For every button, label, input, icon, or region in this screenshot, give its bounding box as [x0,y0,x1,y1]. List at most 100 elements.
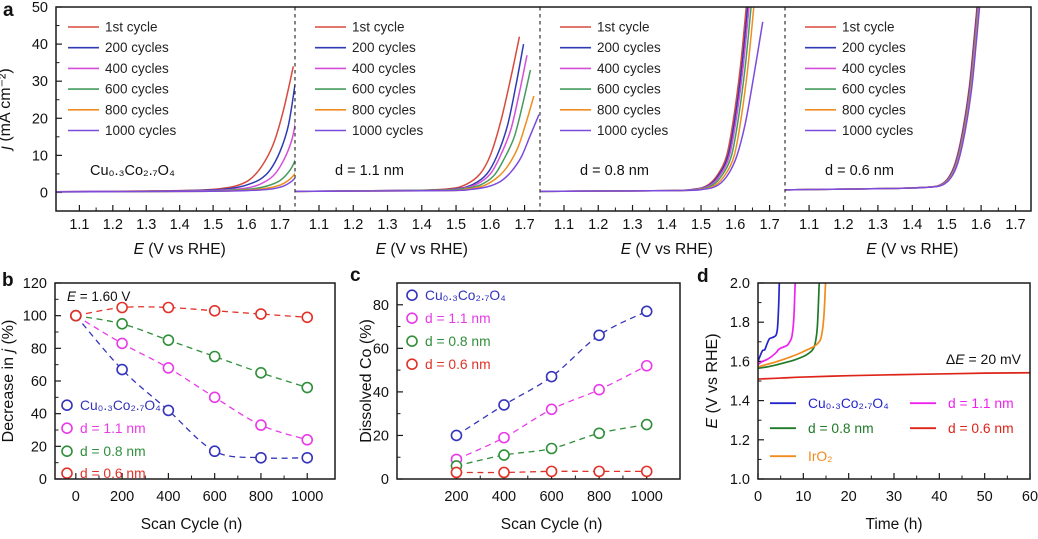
y-tick-label: 1.2 [730,433,750,449]
panel-d-y-axis: 1.0 1.2 1.4 1.6 1.8 2.0 [730,276,764,488]
legend-swatch [61,399,73,412]
panel-d-label: d [697,266,709,287]
panel-a-subplot-1: 1.1 1.2 1.3 1.4 1.5 1.6 1.7 E (V vs RHE) 1st cyc… [56,20,295,258]
marker-d-1-1-nm [208,391,221,404]
x-tick-label: 800 [249,489,273,505]
x-tick-label: 1.7 [1005,217,1025,233]
marker-cu-co-o [301,451,314,464]
panel-c-label: c [350,265,361,286]
x-tick-label: 60 [1022,489,1038,505]
y-tick-label: 20 [373,428,389,444]
series-group [56,66,295,193]
y-tick-label: 60 [31,374,47,390]
y-tick-label: 20 [31,439,47,455]
panel-a-x-axis-title: E (V vs RHE) [134,241,226,258]
x-tick-label: 1.3 [377,217,397,233]
y-tick-label: 40 [32,37,48,53]
x-tick-label: 1.7 [759,217,779,233]
legend-label: d = 1.1 nm [80,421,146,436]
marker-d-0-6-nm [70,309,82,322]
legend-label: d = 0.8 nm [808,421,874,436]
panel-b-y-axis-title: Decrease in j (%) [0,320,17,443]
curve-400-cycles [56,121,295,193]
x-tick-label: 1.4 [170,217,190,233]
x-tick-label: 40 [931,489,947,505]
legend-label: 800 cycles [842,102,906,117]
marker-d-1-1-nm [301,433,314,446]
x-tick-label: 1.6 [236,217,256,233]
y-tick-label: 1.6 [730,354,750,370]
legend-panel-c: Cu₀.₃Co₂.₇O₄ d = 1.1 nm d = 0.8 nm d = 0.6 … [406,288,506,372]
x-tick-label: 1.4 [902,217,922,233]
legend-label: d = 0.6 nm [948,421,1014,436]
legend-label: 1st cycle [842,20,895,35]
panel-c-x-axis-title: Scan Cycle (n) [501,516,603,533]
curve-iro [758,283,827,368]
panel-b: 0 20 40 60 80 100 120 Decrease in j (%) 0 200 400 6… [0,276,336,533]
legend-swatch [406,312,418,325]
marker-d-0-8-nm [545,442,558,455]
marker-d-1-1-nm [498,431,510,444]
marker-d-0-8-nm [162,334,175,346]
legend-label: 1st cycle [352,20,405,35]
plot-frame [54,282,336,480]
x-tick-label: 200 [444,489,468,505]
y-tick-label: 1.8 [730,315,750,331]
legend-label: 200 cycles [842,40,906,55]
legend-label: d = 0.6 nm [425,357,491,372]
x-tick-label: 1.4 [657,217,677,233]
x-tick-label: 1.3 [136,217,156,233]
y-tick-label: 60 [373,341,389,357]
trend-cu-co-o [75,315,308,459]
curve-d-0-6-nm [758,371,1030,380]
legend-panel-a-2: 1st cycle 200 cycles 400 cycles 600 cycles 8… [315,20,424,138]
series-group [70,301,314,464]
x-tick-label: 1000 [631,489,663,505]
legend-label: 600 cycles [842,82,906,97]
legend-label: 1000 cycles [352,123,424,138]
x-tick-label: 1.1 [554,217,574,233]
legend-label: d = 1.1 nm [425,311,491,326]
plot-frame [55,6,1032,212]
curve-1000-cycles [56,176,295,193]
curve-cu-co-o [758,283,781,362]
x-tick-label: 1.2 [343,217,363,233]
x-tick-label: 400 [492,489,516,505]
legend-panel-a-4: 1st cycle 200 cycles 400 cycles 600 cycles 8… [805,20,914,138]
series-group [758,283,1030,380]
panel-d-plot: 0 10 20 30 40 50 60 Time (h) [754,283,1038,533]
marker-cu-co-o [498,399,510,411]
series-group [450,305,653,479]
legend-label: 800 cycles [352,102,416,117]
panel-b-y-axis: 0 20 40 60 80 100 120 [23,276,61,488]
x-tick-label: 0 [72,489,80,505]
marker-d-1-1-nm [116,337,128,350]
sample-annotation: d = 0.6 nm [825,163,894,179]
x-tick-label: 1.5 [203,217,223,233]
y-tick-label: 0 [381,472,389,488]
x-tick-label: 600 [203,489,227,505]
y-tick-label: 50 [32,0,48,16]
legend-label: Cu₀.₃Co₂.₇O₄ [80,398,161,413]
x-tick-label: 1.1 [309,217,329,233]
marker-d-1-1-nm [545,403,558,416]
panel-b-x-axis-title: Scan Cycle (n) [141,516,243,533]
legend-label: d = 0.8 nm [425,334,491,349]
panel-b-plot: 0 200 400 600 800 1000 Scan Cycle (n) [70,301,323,533]
panel-a-subplot-4: 1.1 1.2 1.3 1.4 1.5 1.6 1.7 E (V vs RHE) 1st cyc… [785,7,1026,258]
marker-d-0-6-nm [593,465,605,478]
marker-d-1-1-nm [162,362,175,374]
marker-cu-co-o [162,404,175,417]
y-tick-label: 30 [32,74,48,90]
marker-d-0-8-nm [116,318,128,330]
panel-a-x-axis-title: E (V vs RHE) [621,241,713,258]
x-tick-label: 1.2 [833,217,853,233]
panel-c-y-axis: 0 20 40 60 80 [373,298,403,488]
sample-annotation: d = 1.1 nm [335,163,404,179]
panel-c: 0 20 40 60 80 Dissolved Co (%) 200 400 600 800 100… [358,282,681,533]
marker-d-0-8-nm [301,381,314,394]
x-tick-label: 200 [110,489,134,505]
marker-d-1-1-nm [255,419,267,431]
